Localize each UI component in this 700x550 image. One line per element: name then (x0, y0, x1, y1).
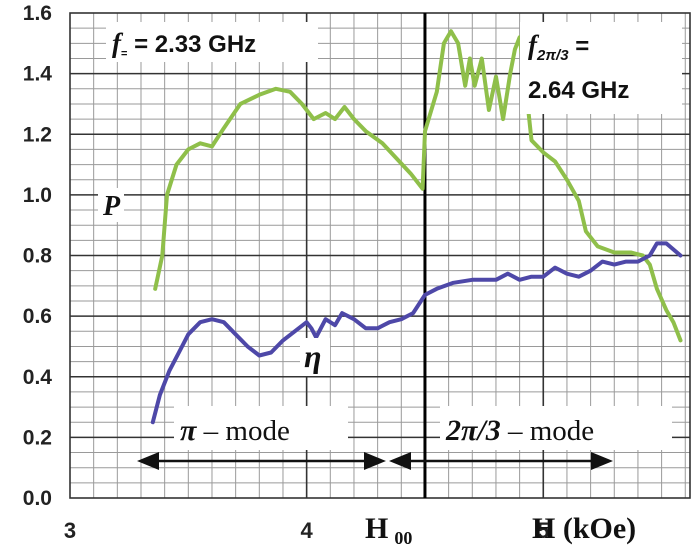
pi-mode-arrow (137, 452, 386, 470)
x-tick-label: 5 (537, 518, 549, 543)
y-tick-label: 1.4 (23, 63, 53, 86)
f-pi-box (106, 22, 318, 62)
y-tick-label: 0.0 (23, 487, 52, 510)
y-tick-label: 1.2 (23, 123, 52, 146)
h00-label: H 00 (365, 512, 412, 548)
pi-mode-label: π – mode (180, 414, 290, 447)
series-p-label: P (102, 191, 121, 222)
y-tick-label: 0.8 (23, 245, 53, 268)
two-pi3-mode-label: 2π/3 – mode (445, 414, 594, 447)
eta-label-box (300, 338, 330, 376)
f-2pi3-label: f2π/3 = (528, 30, 589, 64)
series-eta-line (150, 241, 683, 425)
y-tick-label: 0.6 (23, 305, 52, 328)
y-tick-label: 1.6 (23, 2, 52, 25)
f-2pi3-value: 2.64 GHz (528, 77, 629, 104)
f-pi-label: f= = 2.33 GHz (112, 28, 256, 60)
series-p-line (153, 29, 683, 343)
p-label-box (98, 188, 124, 222)
y-tick-label: 1.0 (23, 184, 52, 207)
y-tick-label: 0.4 (23, 366, 53, 389)
x-axis-ticks: 3 4 5 (64, 518, 550, 543)
series-eta-label: η (304, 338, 322, 374)
pi-mode-box (174, 406, 348, 450)
x-tick-label: 4 (301, 518, 314, 543)
plot-frame (69, 12, 691, 499)
y-axis-ticks: 0.0 0.2 0.4 0.6 0.8 1.0 1.2 1.4 1.6 (23, 2, 53, 510)
two-pi3-mode-box (440, 406, 672, 450)
two-pi3-mode-arrow (389, 452, 613, 470)
y-tick-label: 0.2 (23, 426, 52, 449)
f-2pi3-box (520, 22, 682, 114)
x-tick-label: 3 (64, 518, 76, 543)
x-axis-label: H (kOe) (532, 512, 636, 545)
